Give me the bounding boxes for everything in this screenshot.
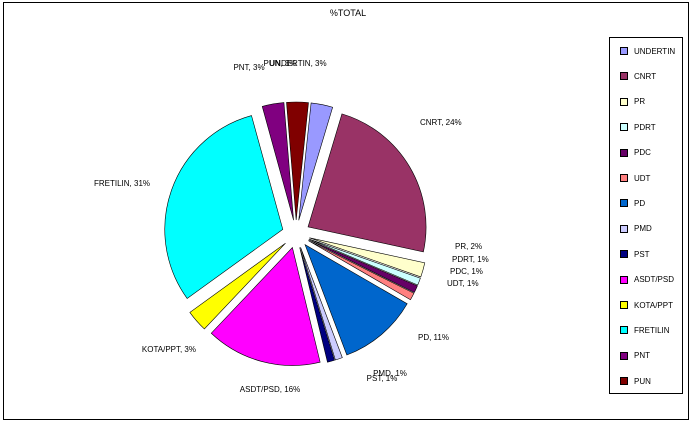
legend-item-asdt-psd: ASDT/PSD: [620, 273, 674, 287]
legend-label: KOTA/PPT: [634, 300, 673, 310]
legend-swatch: [620, 326, 628, 335]
legend-swatch: [620, 47, 628, 55]
legend-item-pd: PD: [620, 196, 645, 210]
pie-slice-pmd: [300, 247, 343, 361]
data-label-kota-ppt: KOTA/PPT, 3%: [142, 345, 196, 354]
data-label-pun: PUN, 3%: [264, 59, 297, 68]
data-label-fretilin: FRETILIN, 31%: [94, 179, 150, 188]
data-label-pst: PST, 1%: [367, 374, 398, 383]
data-label-asdt-psd: ASDT/PSD, 16%: [240, 385, 300, 394]
legend-swatch: [620, 174, 628, 182]
legend-label: CNRT: [634, 71, 657, 81]
chart-legend: UNDERTIN CNRT PR PDRT PDC UDT PD PMD PST ASDT/PSD…: [609, 37, 683, 394]
pie-slice-pnt: [261, 102, 294, 221]
data-label-pr: PR, 2%: [455, 242, 482, 251]
legend-swatch: [620, 72, 628, 81]
legend-label: PD: [634, 198, 646, 208]
legend-label: UNDERTIN: [634, 46, 676, 56]
legend-item-pmd: PMD: [620, 222, 652, 236]
legend-swatch: [620, 97, 628, 106]
legend-label: PMD: [634, 224, 652, 234]
legend-item-pr: PR: [620, 95, 645, 109]
pie-slice-pun: [286, 101, 309, 221]
legend-item-cnrt: CNRT: [620, 69, 656, 83]
legend-label: UDT: [634, 173, 651, 183]
legend-swatch: [620, 224, 628, 233]
pie-slice-asdt-psd: [210, 246, 321, 366]
pie-slice-pr: [309, 237, 426, 278]
pie-slice-pdrt: [308, 238, 421, 286]
chart-title: %TOTAL: [329, 8, 367, 18]
pie-slice-fretilin: [164, 115, 284, 299]
legend-label: FRETILIN: [634, 325, 670, 335]
legend-label: PNT: [634, 351, 650, 361]
pie-slice-kota-ppt: [189, 242, 286, 330]
data-label-pnt: PNT, 3%: [233, 63, 264, 72]
legend-item-pdrt: PDRT: [620, 120, 656, 134]
data-label-pd: PD, 11%: [418, 333, 449, 342]
pie-slice-undertin: [298, 102, 334, 221]
pie-slice-udt: [308, 240, 415, 301]
legend-item-pnt: PNT: [620, 349, 650, 363]
legend-swatch: [620, 275, 628, 284]
legend-swatch: [620, 250, 628, 259]
legend-item-pun: PUN: [620, 374, 651, 388]
pie-slice-pdc: [308, 239, 418, 293]
data-label-pmd: PMD, 1%: [373, 369, 407, 378]
legend-label: PUN: [634, 376, 651, 386]
pie-slice-cnrt: [307, 113, 427, 253]
legend-swatch: [620, 377, 628, 386]
data-label-undertin: UNDERTIN, 3%: [269, 59, 326, 68]
data-label-udt: UDT, 1%: [447, 279, 479, 288]
legend-swatch: [620, 351, 628, 360]
pie-slice-pd: [304, 243, 408, 356]
data-label-cnrt: CNRT, 24%: [420, 118, 462, 127]
legend-label: PR: [634, 97, 646, 107]
legend-item-kota-ppt: KOTA/PPT: [620, 298, 673, 312]
legend-swatch: [620, 301, 628, 309]
data-label-pdrt: PDRT, 1%: [452, 255, 489, 264]
pie-slice-pst: [299, 247, 335, 363]
legend-item-pst: PST: [620, 247, 650, 261]
legend-label: ASDT/PSD: [634, 275, 675, 285]
legend-swatch: [620, 199, 628, 208]
legend-label: PDRT: [634, 122, 656, 132]
legend-item-udt: UDT: [620, 171, 650, 185]
data-label-pdc: PDC, 1%: [450, 267, 483, 276]
legend-swatch: [620, 123, 628, 132]
legend-swatch: [620, 148, 628, 157]
legend-label: PST: [634, 249, 650, 259]
legend-label: PDC: [634, 148, 651, 158]
legend-item-fretilin: FRETILIN: [620, 323, 670, 337]
legend-item-pdc: PDC: [620, 146, 651, 160]
legend-item-undertin: UNDERTIN: [620, 44, 675, 58]
